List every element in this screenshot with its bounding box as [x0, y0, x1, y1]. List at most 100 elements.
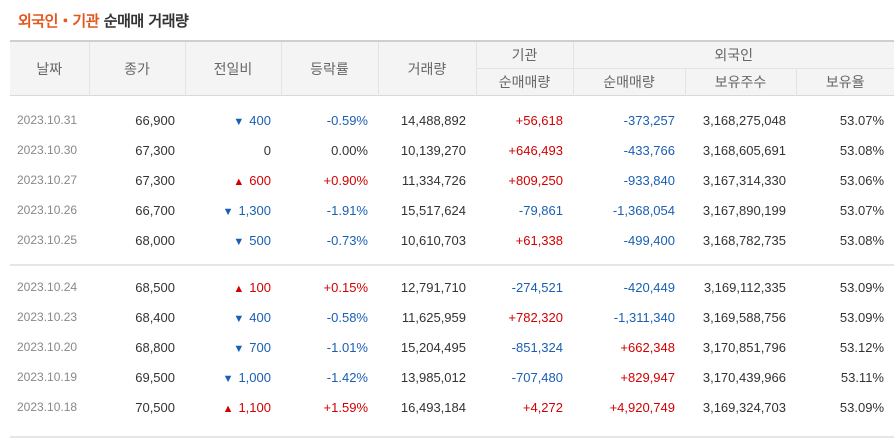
cell-volume: 11,334,726 — [401, 172, 466, 188]
cell-foreign-net: -420,449 — [623, 279, 675, 295]
table-row: 2023.10.20 68,800 ▼ 700 -1.01% 15,204,495 -851… — [10, 332, 894, 362]
panel-title: 외국인・기관 순매매 거래량 — [18, 10, 189, 31]
cell-institution-net: +782,320 — [508, 309, 563, 325]
cell-foreign-ratio: 53.08% — [839, 142, 884, 158]
cell-volume: 13,985,012 — [400, 369, 466, 385]
change-value: 600 — [249, 172, 271, 188]
triangle-up-icon: ▲ — [233, 282, 245, 295]
cell-change: ▼ 1,000 — [185, 362, 281, 392]
cell-change: 0 — [185, 135, 281, 165]
cell-foreign-holdings: 3,169,112,335 — [703, 279, 786, 295]
change-value: 1,100 — [238, 399, 271, 415]
cell-institution-net: -274,521 — [511, 279, 563, 295]
cell-institution-net: +4,272 — [522, 399, 563, 415]
header-institution-net: 순매매량 — [475, 68, 573, 96]
cell-rate: 0.00% — [331, 142, 368, 158]
title-foreign: 외국인 — [18, 12, 58, 30]
cell-foreign-holdings: 3,170,439,966 — [702, 369, 786, 385]
cell-volume: 10,610,703 — [400, 232, 466, 248]
cell-close: 67,300 — [135, 172, 175, 188]
title-net-volume: 순매매 거래량 — [103, 12, 189, 30]
cell-foreign-net: +662,348 — [620, 339, 675, 355]
cell-close: 67,300 — [135, 142, 175, 158]
cell-foreign-holdings: 3,169,588,756 — [702, 309, 786, 325]
cell-foreign-net: -933,840 — [623, 172, 675, 188]
change-value: 500 — [249, 232, 271, 248]
triangle-down-icon: ▼ — [233, 312, 245, 325]
table-row: 2023.10.24 68,500 ▲ 100 +0.15% 12,791,710 -274… — [10, 272, 894, 302]
cell-date: 2023.10.27 — [17, 173, 78, 187]
cell-date: 2023.10.23 — [17, 310, 78, 324]
cell-date: 2023.10.18 — [17, 400, 78, 414]
spacer-cell — [10, 96, 894, 106]
cell-foreign-holdings: 3,169,324,703 — [702, 399, 786, 415]
cell-foreign-ratio: 53.09% — [839, 399, 884, 415]
change-value: 400 — [249, 309, 271, 325]
cell-foreign-net: -1,311,340 — [613, 309, 675, 325]
cell-close: 68,400 — [135, 309, 175, 325]
cell-change: ▼ 700 — [185, 332, 281, 362]
spacer-cell — [10, 255, 894, 266]
table-row: 2023.10.19 69,500 ▼ 1,000 -1.42% 13,985,012 -7… — [10, 362, 894, 392]
table-body: 2023.10.31 66,900 ▼ 400 -0.59% 14,488,892 +56,… — [10, 96, 894, 423]
cell-foreign-ratio: 53.07% — [839, 112, 884, 128]
cell-foreign-ratio: 53.12% — [839, 339, 884, 355]
cell-date: 2023.10.31 — [17, 113, 78, 127]
cell-volume: 12,791,710 — [400, 279, 466, 295]
cell-institution-net: -79,861 — [518, 202, 563, 218]
cell-foreign-ratio: 53.07% — [839, 202, 884, 218]
cell-rate: -1.91% — [326, 202, 368, 218]
cell-change: ▼ 400 — [185, 302, 281, 332]
table-row: 2023.10.25 68,000 ▼ 500 -0.73% 10,610,703 +61,… — [10, 225, 894, 255]
triangle-up-icon: ▲ — [222, 402, 234, 415]
cell-date: 2023.10.20 — [17, 340, 78, 354]
cell-foreign-holdings: 3,167,314,330 — [702, 172, 786, 188]
table-row: 2023.10.30 67,300 0 0.00% 10,139,270 +646,493… — [10, 135, 894, 165]
cell-rate: -1.01% — [326, 339, 368, 355]
cell-close: 66,700 — [135, 202, 175, 218]
cell-foreign-ratio: 53.06% — [839, 172, 884, 188]
cell-rate: +0.15% — [323, 279, 368, 295]
cell-volume: 15,517,624 — [400, 202, 466, 218]
cell-rate: -0.73% — [326, 232, 368, 248]
cell-rate: +0.90% — [323, 172, 368, 188]
header-foreign-holdings: 보유주수 — [684, 68, 796, 96]
cell-foreign-holdings: 3,168,275,048 — [702, 112, 786, 128]
cell-foreign-net: +829,947 — [620, 369, 675, 385]
cell-close: 68,000 — [135, 232, 175, 248]
table-row: 2023.10.31 66,900 ▼ 400 -0.59% 14,488,892 +56,… — [10, 105, 894, 135]
change-value: 1,000 — [238, 369, 271, 385]
header-foreign-net: 순매매량 — [572, 68, 685, 96]
cell-institution-net: -851,324 — [511, 339, 563, 355]
title-institution: 기관 — [72, 12, 100, 30]
table-row: 2023.10.26 66,700 ▼ 1,300 -1.91% 15,517,624 -7… — [10, 195, 894, 225]
row-spacer — [10, 96, 894, 106]
triangle-down-icon: ▼ — [222, 372, 234, 385]
cell-institution-net: +809,250 — [508, 172, 563, 188]
table-row: 2023.10.23 68,400 ▼ 400 -0.58% 11,625,959 +782… — [10, 302, 894, 332]
cell-change: ▼ 500 — [185, 225, 281, 255]
cell-rate: -0.59% — [326, 112, 368, 128]
cell-volume: 14,488,892 — [400, 112, 466, 128]
header-foreign-ratio: 보유율 — [795, 68, 894, 96]
cell-foreign-net: +4,920,749 — [609, 399, 675, 415]
spacer-cell — [10, 265, 894, 272]
triangle-up-icon: ▲ — [233, 175, 245, 188]
cell-change: ▲ 1,100 — [185, 392, 281, 422]
cell-date: 2023.10.26 — [17, 203, 78, 217]
change-value: 700 — [249, 339, 271, 355]
cell-foreign-holdings: 3,168,782,735 — [702, 232, 786, 248]
cell-close: 69,500 — [135, 369, 175, 385]
change-value: 0 — [263, 142, 271, 158]
table-bottom-border — [10, 436, 894, 438]
cell-change: ▼ 400 — [185, 105, 281, 135]
cell-close: 68,500 — [135, 279, 175, 295]
table-row: 2023.10.27 67,300 ▲ 600 +0.90% 11,334,726 +809… — [10, 165, 894, 195]
change-value: 400 — [249, 112, 271, 128]
cell-foreign-ratio: 53.09% — [839, 279, 884, 295]
cell-institution-net: -707,480 — [511, 369, 563, 385]
cell-volume: 10,139,270 — [400, 142, 466, 158]
change-value: 1,300 — [238, 202, 271, 218]
header-close: 종가 — [88, 41, 185, 96]
header-date: 날짜 — [10, 41, 89, 96]
